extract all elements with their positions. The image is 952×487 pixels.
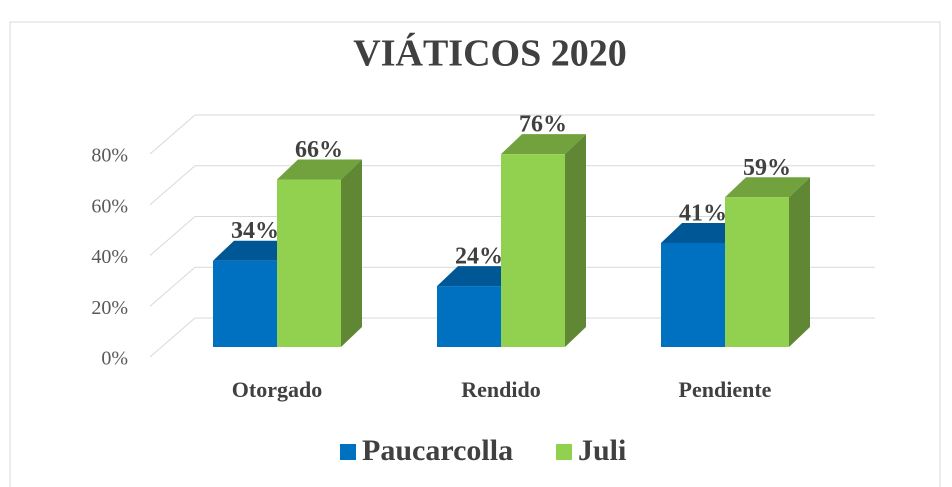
bar-side [789,177,810,347]
chart-frame [9,21,941,487]
chart-title: VIÁTICOS 2020 [353,33,626,75]
bar-top [725,177,810,198]
grid-line [149,216,196,256]
bar [501,154,565,347]
bar-top [501,134,586,155]
value-label: 76% [519,112,567,138]
value-label: 24% [455,244,503,270]
bar [437,286,501,347]
bar-side [341,159,362,347]
legend-swatch [340,444,356,460]
bar-top [661,222,746,243]
x-tick-label: Rendido [461,377,540,402]
grid-line [149,317,196,358]
bar-side [565,134,586,347]
bar [661,242,725,347]
y-tick-label: 40% [91,246,128,268]
y-tick-label: 20% [91,297,128,319]
legend-label: Juli [578,434,626,467]
grid-line [149,266,196,307]
legend-swatch [556,444,572,460]
y-tick-label: 60% [91,195,128,217]
x-tick-label: Otorgado [232,377,322,402]
bar [213,260,277,347]
value-label: 34% [231,218,279,244]
value-label: 66% [295,137,343,163]
x-tick-label: Pendiente [679,377,772,402]
bar-top [277,159,362,180]
bar [725,197,789,347]
bar-top [437,266,522,287]
y-tick-label: 0% [101,348,128,370]
grid-line [149,114,196,155]
legend-label: Paucarcolla [362,434,513,467]
grid-line [149,165,196,206]
value-label: 41% [679,200,727,226]
y-tick-label: 80% [91,145,128,167]
bar-top [213,240,298,261]
bar [277,179,341,347]
value-label: 59% [743,155,791,181]
